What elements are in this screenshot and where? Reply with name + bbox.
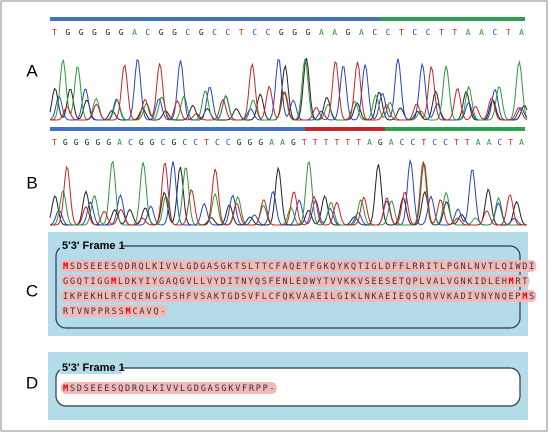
highlight	[61, 382, 277, 394]
frame-title-bg	[60, 362, 122, 374]
highlight	[61, 275, 530, 287]
highlight	[61, 305, 168, 317]
read-bar	[305, 127, 385, 131]
frame-box	[55, 367, 521, 407]
panel-label: D	[26, 373, 38, 392]
panel-label: C	[26, 281, 38, 300]
frame-title-bg	[60, 240, 122, 252]
highlight	[61, 290, 537, 302]
chromatogram	[49, 57, 528, 121]
trace	[50, 58, 528, 121]
trace	[50, 60, 528, 121]
panel-label: B	[26, 173, 37, 192]
frame-title: 5'3' Frame 1	[62, 240, 125, 252]
read-bar	[50, 17, 380, 21]
trace	[50, 161, 527, 226]
panel-label: A	[26, 61, 38, 80]
chromatogram	[49, 158, 528, 226]
read-bar	[385, 127, 525, 131]
base-sequence: T G G G G G A C G G C G C C T C C G G G …	[52, 138, 524, 147]
highlight	[61, 260, 537, 272]
frame-title: 5'3' Frame 1	[62, 362, 125, 374]
base-sequence: T G G G G G A C G G C G C C T C C G G G …	[52, 28, 524, 37]
read-bar	[380, 17, 525, 21]
read-bar	[50, 127, 305, 131]
